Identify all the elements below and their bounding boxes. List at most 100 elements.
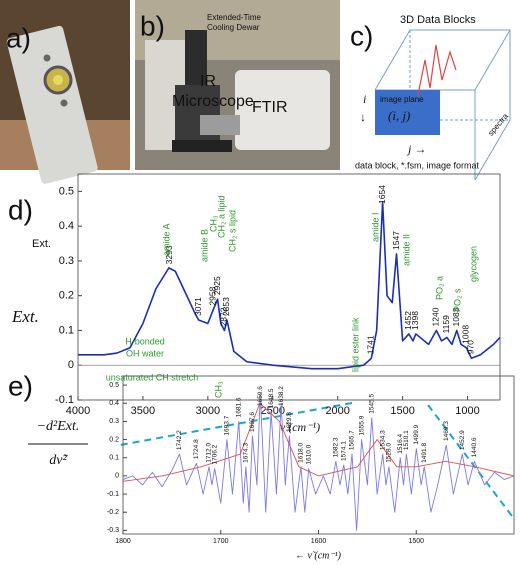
peak-label: 1534.3 [379,430,386,450]
photo-b: b) Extended-Time Cooling Dewar IR Micros… [135,0,340,170]
peak-label: 1528.0 [386,443,393,463]
x-tick-label: 3000 [196,405,220,417]
panel-label: d) [8,194,33,225]
y-axis-label: dν̃² [49,453,68,468]
peak-label: 1159 [441,315,451,334]
dewar-text: Cooling Dewar [207,23,260,32]
y-tick-label: 0.5 [59,185,74,197]
y-tick-label: 0.3 [109,418,119,425]
y-tick-label: 0 [68,359,74,371]
annotation: unsaturated CH stretch [106,372,199,382]
data-line [122,393,515,531]
peak-label: 1440.6 [471,437,478,457]
peak-label: 1516.4 [397,433,404,453]
peak-label: 2925 [212,276,222,295]
peak-label: 1574.1 [341,441,348,461]
annotation: CH₃ [208,215,218,232]
peak-label: 1555.9 [358,415,365,435]
peak-label: 1667.6 [249,412,256,432]
peak-label: 1398 [410,311,420,330]
peak-label: 1659.6 [257,386,264,406]
annotation: amide A [161,223,171,256]
y-tick-label: 0.3 [59,255,74,267]
x-tick-label: 4000 [66,405,90,417]
peak-label: 1674.3 [243,443,250,463]
y-tick-label: 0.5 [109,382,119,389]
peak-label: 1724.8 [193,439,200,459]
x-tick-label: 1800 [115,538,131,545]
peak-label: 1452.9 [459,430,466,450]
x-tick-label: 1700 [213,538,229,545]
zoom-line [427,404,516,521]
annotation: CH₃ [213,381,223,398]
peak-label: 1742.2 [176,430,183,450]
dewar-text: Extended-Time [207,13,262,22]
peak-label: 1452 [403,311,413,330]
zoom-line [119,402,353,446]
peak-label: 1083 [451,307,461,326]
x-axis-label: ← ν̃ (cm⁻¹) [295,550,342,561]
peak-label: 3071 [193,297,203,316]
y-tick-label: -0.1 [55,394,74,406]
peak-label: 1469.3 [443,421,450,441]
peak-label: 1629.8 [286,412,293,432]
y-tick-label: 0.4 [59,220,74,232]
annotation: amide II [401,234,411,266]
peak-label: 1008 [461,325,471,344]
annotation: CH₂ a lipid [216,195,226,238]
x-tick-label: 1500 [408,538,424,545]
annotation: amide B [199,229,209,262]
y-axis-label: Ext. [32,238,51,250]
peak-label: 3293 [164,245,174,264]
annotation: lipid ester link [350,317,360,372]
peak-label: 1545.5 [368,394,375,414]
x-tick-label: 2000 [325,405,349,417]
peak-label: 1610.0 [305,444,312,464]
peak-label: 1712.0 [206,443,213,463]
y-tick-label: 0.2 [59,290,74,302]
axis-j: j → [406,142,426,156]
x-axis-label: ν̃ (cm⁻¹) [280,420,320,434]
annotation: amide I [370,212,380,242]
y-axis-label: −d²Ext. [37,419,80,434]
y-tick-label: -0.3 [107,527,119,534]
diagram-title: 3D Data Blocks [400,14,476,26]
peak-label: 1547 [391,231,401,250]
y-tick-label: 0.1 [109,455,119,462]
y-axis-label-alt: Ext. [11,307,39,326]
data-line [78,201,501,370]
y-tick-label: 0.1 [59,324,74,336]
annotation: glycogen [468,246,478,282]
pixel-text: (i, j) [388,108,410,123]
annotation: PO₂ s [452,288,462,312]
peak-label: 1706.2 [211,444,218,464]
peak-label: 1618.0 [298,443,305,463]
peak-label: 1638.2 [278,386,285,406]
diagram-caption: data block, *.fsm, image format [355,160,480,170]
ftir-text: FTIR [252,99,288,116]
peak-label: 1240 [431,307,441,326]
data-line [122,402,515,482]
ir-text: IR [200,73,216,90]
x-tick-label: 1000 [455,405,479,417]
photo-a: a) [0,0,130,184]
peak-label: 1654 [377,185,387,204]
peak-label: 1741 [366,335,376,354]
peak-label: 1565.7 [349,430,356,450]
peak-label: 1648.5 [268,388,275,408]
spectra-text: spectra [486,111,510,137]
x-tick-label: 2500 [261,405,285,417]
y-tick-label: 0.4 [109,400,119,407]
peak-label: 970 [466,340,476,354]
axis-i-arrow: ↓ [360,110,366,124]
y-tick-label: -0.1 [107,491,119,498]
peak-label: 2872 [219,307,229,326]
panel-label: b) [140,10,165,41]
panel-label: e) [8,370,33,401]
peak-label: 1582.3 [333,437,340,457]
peak-label: 1681.6 [235,397,242,417]
panel-label: a) [6,22,31,53]
peak-label: 2958 [208,286,218,305]
plot-frame [77,173,501,401]
x-tick-label: 3500 [131,405,155,417]
